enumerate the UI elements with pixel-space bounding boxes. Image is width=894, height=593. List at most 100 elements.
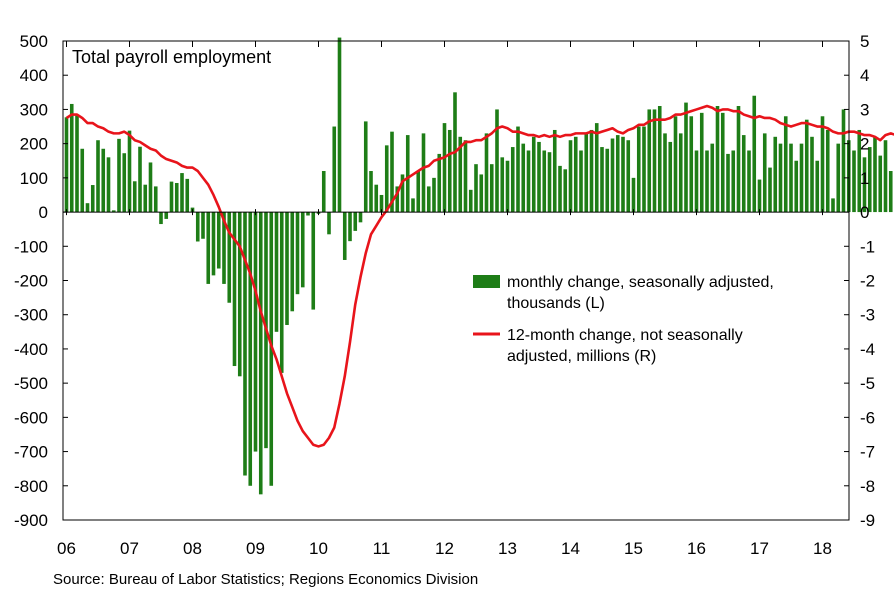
monthly-change-bar: [768, 167, 772, 213]
x-tick-label: 07: [120, 539, 139, 558]
left-tick-label: 0: [39, 203, 48, 222]
monthly-change-bar: [227, 212, 232, 303]
monthly-change-bar: [411, 198, 415, 213]
monthly-change-bar: [495, 109, 499, 213]
monthly-change-bar: [615, 135, 620, 213]
monthly-change-bar: [657, 106, 662, 213]
left-tick-label: -900: [14, 511, 48, 530]
monthly-change-bar: [531, 136, 536, 213]
right-tick-label: -5: [860, 374, 875, 393]
monthly-change-bar: [468, 189, 473, 213]
monthly-change-bar: [174, 182, 179, 213]
right-tick-label: 2: [860, 135, 869, 154]
monthly-change-bar: [568, 140, 573, 213]
monthly-change-bar: [883, 140, 888, 213]
monthly-change-bar: [484, 133, 489, 213]
left-tick-label: -600: [14, 408, 48, 427]
monthly-change-bar: [810, 136, 814, 213]
monthly-change-bar: [96, 140, 100, 213]
monthly-change-bar: [594, 123, 599, 213]
monthly-change-bar: [295, 212, 300, 295]
monthly-change-bar: [747, 150, 751, 213]
monthly-change-bar: [321, 171, 326, 213]
right-tick-label: 0: [860, 203, 869, 222]
monthly-change-bar: [852, 150, 856, 213]
monthly-change-bar: [736, 106, 741, 213]
monthly-change-bar: [69, 103, 74, 213]
monthly-change-bar: [243, 212, 247, 476]
right-tick-label: -3: [860, 306, 875, 325]
left-tick-label: -300: [14, 306, 48, 325]
monthly-change-bar: [348, 212, 352, 242]
right-tick-label: -6: [860, 408, 875, 427]
monthly-change-bar: [111, 210, 116, 213]
x-tick-label: 15: [624, 539, 643, 558]
monthly-change-bar: [689, 116, 694, 213]
monthly-change-bar: [820, 116, 825, 213]
monthly-change-bar: [720, 112, 725, 213]
monthly-change-bar: [773, 136, 778, 213]
monthly-change-bar: [437, 153, 442, 213]
monthly-change-bar: [327, 212, 331, 235]
monthly-change-bar: [537, 141, 541, 213]
monthly-change-bar: [274, 212, 279, 332]
x-tick-label: 16: [687, 539, 706, 558]
left-tick-label: -400: [14, 340, 48, 359]
left-axis-ticks: 500 400 300 200 100 0 -100 -200 -300 -400 -500 -600…: [14, 32, 68, 530]
monthly-change-bar: [563, 169, 568, 213]
right-axis-ticks: 5 4 3 2 1 0 -1 -2 -3 -4 -5 -6 -7 -8 -9: [844, 32, 875, 530]
monthly-change-bar: [400, 174, 405, 213]
monthly-change-bar: [169, 181, 174, 213]
right-tick-label: -1: [860, 237, 875, 256]
monthly-change-bar: [395, 186, 400, 213]
monthly-change-bar: [505, 160, 510, 213]
monthly-change-bar: [878, 155, 883, 213]
monthly-change-bar: [458, 136, 463, 213]
monthly-change-bar: [185, 178, 190, 213]
monthly-change-bar: [85, 203, 90, 213]
monthly-change-bar: [789, 143, 793, 213]
monthly-change-bar: [237, 212, 242, 377]
x-tick-label: 06: [57, 539, 76, 558]
left-tick-label: -100: [14, 237, 48, 256]
monthly-change-bar: [794, 160, 799, 213]
x-tick-label: 18: [813, 539, 832, 558]
monthly-change-bar: [211, 212, 216, 276]
monthly-change-bar: [741, 135, 746, 213]
left-tick-label: 100: [20, 169, 48, 188]
monthly-change-bar: [75, 115, 79, 213]
monthly-change-bar: [684, 102, 688, 213]
right-tick-label: 1: [860, 169, 869, 188]
monthly-change-bar: [432, 177, 436, 213]
right-tick-label: -4: [860, 340, 875, 359]
monthly-change-bar: [353, 212, 358, 231]
monthly-change-bar: [673, 116, 678, 213]
monthly-change-bar: [547, 152, 552, 213]
monthly-change-bar: [836, 143, 841, 213]
monthly-change-bar: [405, 135, 410, 213]
monthly-change-bar: [500, 157, 505, 213]
monthly-change-bar: [290, 212, 295, 312]
monthly-change-bar: [279, 212, 284, 373]
monthly-change-bar: [783, 116, 788, 213]
monthly-change-bar: [857, 129, 862, 213]
left-tick-label: -800: [14, 477, 48, 496]
monthly-change-bar: [195, 212, 200, 242]
monthly-change-bar: [726, 153, 730, 213]
x-tick-label: 17: [750, 539, 769, 558]
monthly-change-bar: [447, 129, 452, 213]
monthly-change-bar: [715, 106, 720, 213]
monthly-change-bar: [705, 150, 709, 213]
monthly-change-bar: [153, 186, 158, 213]
monthly-change-bar: [804, 119, 809, 213]
monthly-change-bar: [621, 136, 625, 213]
left-tick-label: 200: [20, 135, 48, 154]
legend-bar-swatch: [473, 275, 500, 288]
monthly-change-bar: [573, 136, 578, 213]
monthly-change-bar: [694, 150, 699, 213]
x-axis-ticks: 06 07 08 09 10 11 12 13 14 15 16 17 18: [57, 41, 832, 558]
monthly-change-bar: [521, 143, 526, 213]
monthly-change-bar: [127, 130, 132, 213]
monthly-change-bar: [757, 179, 762, 213]
monthly-change-bar: [222, 212, 226, 284]
